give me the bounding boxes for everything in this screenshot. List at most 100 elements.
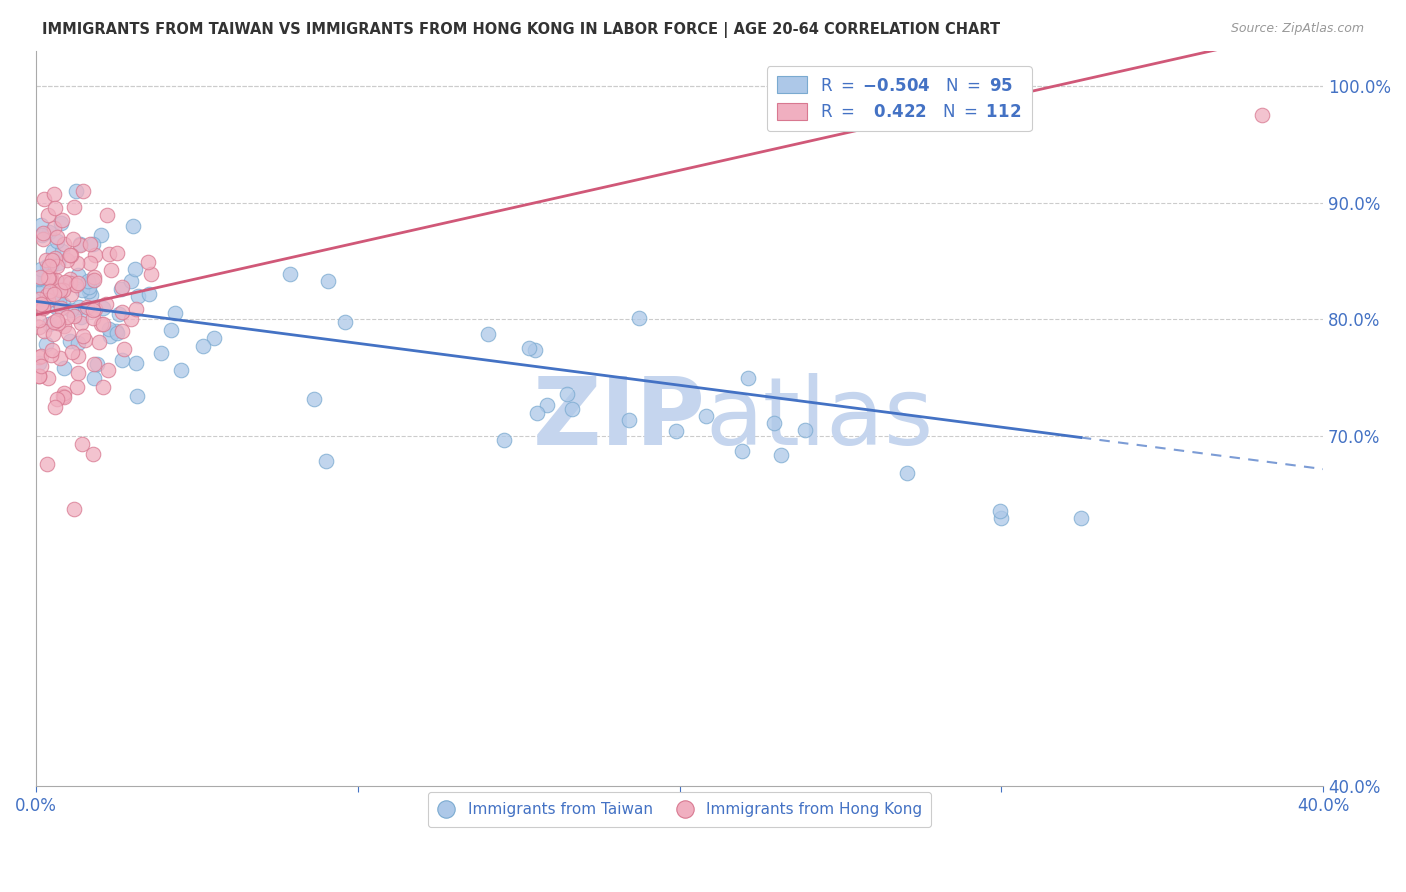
- Point: [52, 391, 75, 405]
- Point: [28, 319, 51, 334]
- Point: [30, 349, 52, 363]
- Point: [53, 277, 76, 291]
- Point: [97, 322, 120, 336]
- Point: [105, 326, 128, 340]
- Point: [127, 288, 149, 302]
- Point: [37, 293, 59, 307]
- Text: ZIP: ZIP: [533, 373, 706, 465]
- Point: [83, 357, 105, 371]
- Point: [59, 334, 82, 348]
- Point: [37, 287, 59, 301]
- Point: [31, 232, 53, 246]
- Point: [56, 310, 79, 325]
- Point: [39, 259, 62, 273]
- Point: [28, 369, 51, 384]
- Point: [665, 424, 688, 438]
- Point: [105, 246, 128, 260]
- Point: [149, 346, 172, 360]
- Point: [112, 342, 135, 356]
- Point: [315, 453, 337, 467]
- Point: [124, 356, 146, 370]
- Point: [160, 323, 183, 337]
- Point: [37, 271, 59, 285]
- Point: [316, 274, 339, 288]
- Point: [62, 232, 84, 246]
- Point: [45, 230, 67, 244]
- Point: [45, 293, 67, 307]
- Point: [56, 252, 79, 267]
- Point: [28, 270, 51, 285]
- Point: [72, 328, 94, 343]
- Point: [70, 317, 93, 331]
- Point: [769, 448, 792, 462]
- Point: [37, 208, 59, 222]
- Point: [31, 226, 53, 240]
- Point: [48, 283, 70, 297]
- Point: [82, 447, 104, 461]
- Point: [82, 302, 104, 317]
- Point: [124, 262, 146, 277]
- Point: [51, 212, 73, 227]
- Point: [110, 283, 132, 297]
- Point: [59, 286, 82, 301]
- Point: [77, 284, 100, 298]
- Point: [32, 192, 55, 206]
- Point: [90, 318, 112, 332]
- Point: [627, 310, 650, 325]
- Point: [49, 351, 72, 365]
- Point: [52, 297, 75, 311]
- Legend: Immigrants from Taiwan, Immigrants from Hong Kong: Immigrants from Taiwan, Immigrants from …: [427, 792, 931, 827]
- Point: [93, 317, 115, 331]
- Point: [536, 398, 558, 412]
- Point: [122, 219, 145, 233]
- Point: [51, 244, 73, 258]
- Point: [97, 363, 120, 377]
- Point: [561, 402, 583, 417]
- Point: [82, 237, 104, 252]
- Text: atlas: atlas: [706, 373, 934, 465]
- Point: [127, 389, 149, 403]
- Point: [333, 315, 356, 329]
- Point: [28, 369, 51, 384]
- Point: [124, 301, 146, 316]
- Point: [52, 385, 75, 400]
- Point: [302, 392, 325, 406]
- Point: [37, 371, 59, 385]
- Point: [695, 409, 717, 423]
- Point: [30, 298, 52, 312]
- Point: [28, 271, 51, 285]
- Point: [76, 300, 98, 314]
- Point: [39, 348, 62, 362]
- Point: [83, 273, 105, 287]
- Point: [82, 310, 104, 325]
- Point: [51, 389, 73, 403]
- Point: [59, 271, 82, 285]
- Point: [66, 367, 89, 381]
- Point: [44, 400, 66, 414]
- Point: [48, 286, 70, 301]
- Point: [34, 269, 56, 284]
- Point: [110, 305, 132, 319]
- Point: [58, 277, 80, 292]
- Point: [96, 208, 118, 222]
- Point: [67, 300, 90, 314]
- Point: [731, 444, 754, 458]
- Point: [38, 317, 60, 331]
- Point: [69, 236, 91, 251]
- Point: [41, 244, 63, 258]
- Point: [41, 343, 63, 357]
- Point: [73, 334, 96, 348]
- Point: [30, 218, 52, 232]
- Point: [45, 273, 67, 287]
- Point: [46, 260, 69, 274]
- Point: [526, 406, 548, 420]
- Point: [169, 362, 191, 376]
- Point: [41, 271, 63, 285]
- Point: [32, 324, 55, 338]
- Point: [30, 297, 52, 311]
- Point: [136, 255, 159, 269]
- Point: [38, 270, 60, 285]
- Point: [44, 221, 66, 235]
- Point: [794, 423, 817, 437]
- Point: [53, 275, 76, 289]
